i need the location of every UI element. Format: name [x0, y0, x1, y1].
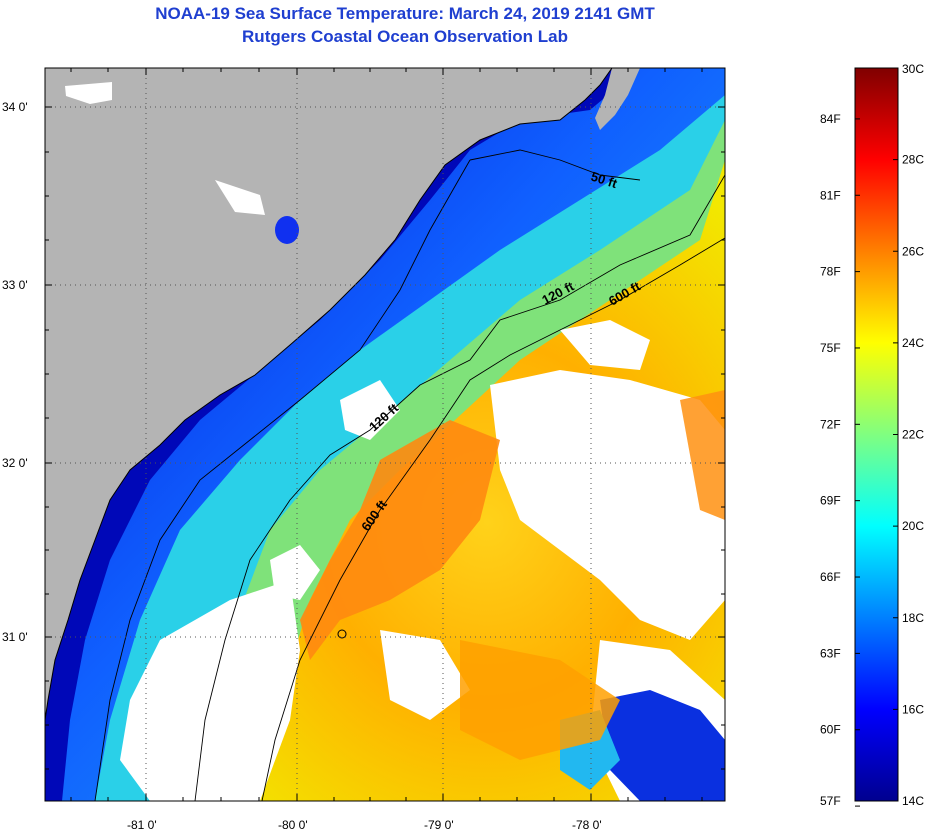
- lat-label-34: 34 0': [2, 100, 28, 114]
- map-body: 50 ft 120 ft 600 ft 120 ft 600 ft: [45, 68, 725, 801]
- colorbar-fahrenheit-label: 69F: [820, 494, 841, 508]
- colorbar-fahrenheit-label: 57F: [820, 794, 841, 808]
- colorbar-celsius-label: 24C: [902, 336, 924, 350]
- lon-label-79: -79 0': [424, 818, 454, 832]
- colorbar-celsius-label: 14C: [902, 794, 924, 808]
- lat-ticks: [45, 106, 725, 770]
- lat-label-33: 33 0': [2, 278, 28, 292]
- colorbar-fahrenheit-label: 75F: [820, 341, 841, 355]
- inland-lake: [275, 216, 299, 244]
- colorbar-scale: [854, 67, 899, 802]
- colorbar-celsius-label: 22C: [902, 428, 924, 442]
- colorbar-fahrenheit-label: 63F: [820, 646, 841, 660]
- colorbar-celsius-labels: 30C 28C 26C 24C 22C 20C 18C 16C 14C: [893, 62, 924, 808]
- lon-label-78: -78 0': [572, 818, 602, 832]
- warm-patch-se: [460, 640, 620, 760]
- buoy-marker: [337, 629, 347, 639]
- lat-label-32: 32 0': [2, 456, 28, 470]
- colorbar-celsius-label: 18C: [902, 611, 924, 625]
- coastline: [45, 68, 613, 721]
- lon-label-80: -80 0': [278, 818, 308, 832]
- colorbar-celsius-label: 28C: [902, 153, 924, 167]
- colorbar-fahrenheit-label: 66F: [820, 570, 841, 584]
- map-subtitle: Rutgers Coastal Ocean Observation Lab: [242, 27, 568, 46]
- colorbar-celsius-label: 16C: [902, 702, 924, 716]
- colorbar-fahrenheit-label: 72F: [820, 417, 841, 431]
- colorbar-fahrenheit-label: 81F: [820, 188, 841, 202]
- contour-120ft: [194, 174, 725, 801]
- warm-filament: [300, 420, 500, 660]
- colorbar-celsius-label: 20C: [902, 519, 924, 533]
- map-frame: [44, 67, 726, 802]
- colorbar-fahrenheit-label: 78F: [820, 265, 841, 279]
- lat-label-31: 31 0': [2, 630, 28, 644]
- land-peninsula: [595, 68, 640, 130]
- contour-600ft: [261, 237, 725, 801]
- lon-ticks: [70, 68, 703, 801]
- colorbar-celsius-label: 30C: [902, 62, 924, 76]
- land: [45, 68, 612, 720]
- map-title: NOAA-19 Sea Surface Temperature: March 2…: [155, 4, 655, 23]
- warm-patch-east: [680, 390, 725, 520]
- colorbar-fahrenheit-label: 60F: [820, 723, 841, 737]
- colorbar-fahrenheit-labels: 84F 81F 78F 75F 72F 69F 66F 63F 60F 57F: [820, 112, 860, 808]
- map-grid: [45, 68, 725, 801]
- colorbar-fahrenheit-label: 84F: [820, 112, 841, 126]
- colorbar-celsius-label: 26C: [902, 244, 924, 258]
- lon-label-81: -81 0': [127, 818, 157, 832]
- contour-50ft: [94, 149, 641, 801]
